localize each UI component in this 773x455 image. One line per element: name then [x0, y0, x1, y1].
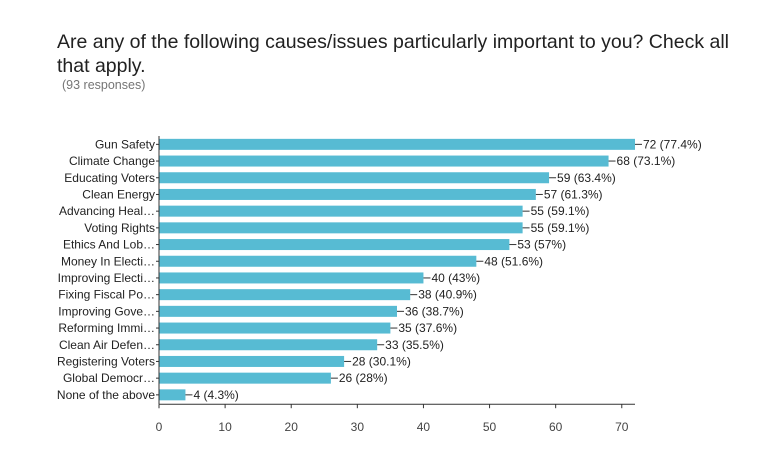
- category-label: Improving Gove…: [58, 304, 155, 318]
- value-label: 55 (59.1%): [531, 221, 590, 235]
- bar: [159, 255, 477, 267]
- value-label: 53 (57%): [517, 238, 566, 252]
- value-label: 26 (28%): [339, 371, 388, 385]
- bar: [159, 205, 523, 217]
- bar: [159, 322, 391, 334]
- value-label: 36 (38.7%): [405, 304, 464, 318]
- bar: [159, 155, 609, 167]
- value-label: 35 (37.6%): [398, 321, 457, 335]
- category-label: Fixing Fiscal Po…: [58, 288, 155, 302]
- bar: [159, 372, 331, 384]
- x-tick-label: 10: [218, 420, 232, 434]
- x-tick-label: 60: [549, 420, 563, 434]
- bar: [159, 305, 397, 317]
- bar: [159, 389, 186, 401]
- category-label: Reforming Immi…: [58, 321, 155, 335]
- bar: [159, 138, 635, 150]
- category-label: Global Democr…: [63, 371, 155, 385]
- value-label: 4 (4.3%): [193, 388, 238, 402]
- x-tick-label: 70: [615, 420, 629, 434]
- category-label: Improving Electi…: [58, 271, 155, 285]
- value-label: 57 (61.3%): [544, 187, 603, 201]
- value-label: 33 (35.5%): [385, 338, 444, 352]
- value-label: 55 (59.1%): [531, 204, 590, 218]
- bar: [159, 222, 523, 234]
- bar: [159, 172, 550, 184]
- category-label: Climate Change: [69, 154, 155, 168]
- bar: [159, 188, 536, 200]
- category-label: Ethics And Lob…: [63, 238, 155, 252]
- category-label: None of the above: [57, 388, 155, 402]
- x-tick-label: 30: [351, 420, 365, 434]
- category-label: Money In Electi…: [61, 254, 155, 268]
- bar: [159, 239, 510, 251]
- value-label: 28 (30.1%): [352, 354, 411, 368]
- category-label: Registering Voters: [57, 354, 155, 368]
- value-label: 72 (77.4%): [643, 137, 702, 151]
- value-label: 59 (63.4%): [557, 171, 616, 185]
- x-tick-label: 20: [285, 420, 299, 434]
- bar: [159, 339, 378, 351]
- bar: [159, 355, 345, 367]
- x-tick-label: 50: [483, 420, 497, 434]
- question-title: Are any of the following causes/issues p…: [57, 31, 729, 77]
- value-label: 68 (73.1%): [617, 154, 676, 168]
- category-label: Clean Air Defen…: [59, 338, 155, 352]
- category-label: Clean Energy: [82, 187, 155, 201]
- category-label: Gun Safety: [95, 137, 155, 151]
- bar: [159, 272, 424, 284]
- x-tick-label: 40: [417, 420, 431, 434]
- category-label: Educating Voters: [64, 171, 155, 185]
- value-label: 40 (43%): [431, 271, 480, 285]
- bar: [159, 289, 411, 301]
- category-label: Voting Rights: [84, 221, 155, 235]
- value-label: 38 (40.9%): [418, 288, 477, 302]
- response-count: (93 responses): [62, 78, 146, 92]
- x-tick-label: 0: [156, 420, 163, 434]
- value-label: 48 (51.6%): [484, 254, 543, 268]
- category-label: Advancing Heal…: [59, 204, 155, 218]
